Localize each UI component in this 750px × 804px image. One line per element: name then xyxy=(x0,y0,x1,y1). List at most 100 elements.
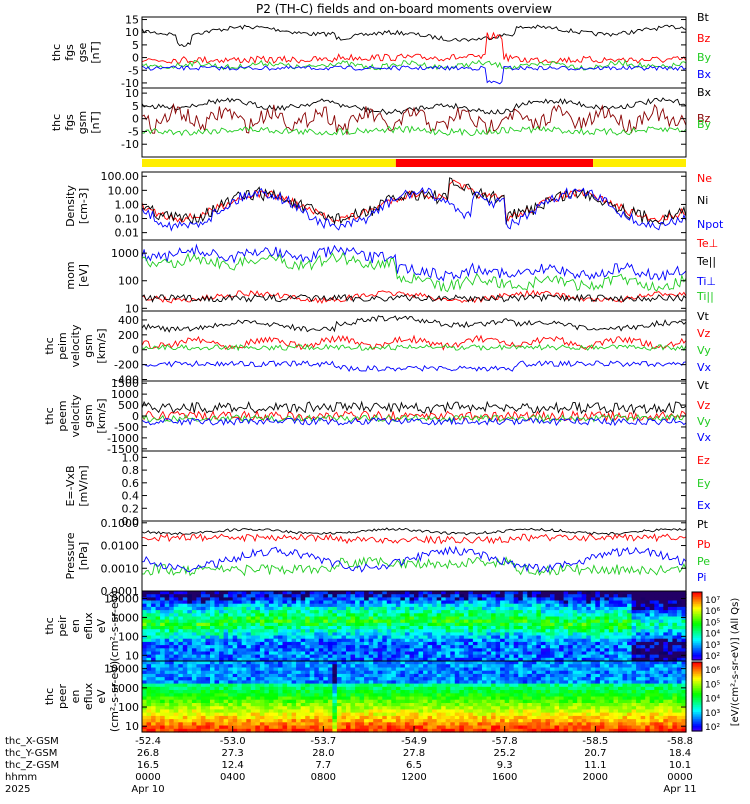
spectrogram-cell xyxy=(228,713,233,717)
spectrogram-cell xyxy=(328,664,333,668)
legend-entry: Vy xyxy=(697,415,711,428)
spectrogram-cell xyxy=(160,664,165,668)
spectrogram-cell xyxy=(351,690,356,694)
spectrogram-cell xyxy=(441,700,446,704)
spectrogram-cell xyxy=(414,690,419,694)
spectrogram-cell xyxy=(292,713,297,717)
y-tick-label: 100 xyxy=(118,630,139,643)
spectrogram-cell xyxy=(396,713,401,717)
y-axis-label: [cm-3] xyxy=(77,188,90,224)
spectrogram-cell xyxy=(446,690,451,694)
spectrogram-cell xyxy=(509,700,514,704)
spectrogram-cell xyxy=(251,700,256,704)
spectrogram-cell xyxy=(541,677,546,681)
y-axis-label: [nPa] xyxy=(77,542,90,570)
spectrogram-cell xyxy=(455,677,460,681)
spectrogram-cell xyxy=(242,700,247,704)
spectrogram-cell xyxy=(459,713,464,717)
y-axis-label: velocity xyxy=(69,324,82,367)
spectrogram-cell xyxy=(550,690,555,694)
spectrogram-cell xyxy=(274,700,279,704)
spectrogram-cell xyxy=(210,726,215,730)
spectrogram-cell xyxy=(478,677,483,681)
spectrogram-cell xyxy=(296,726,301,730)
spectrogram-cell xyxy=(405,677,410,681)
spectrogram-cell xyxy=(147,700,152,704)
spectrogram-cell xyxy=(169,713,174,717)
y-axis-label: thc xyxy=(43,407,56,424)
spectrogram-cell xyxy=(464,677,469,681)
spectrogram-cell xyxy=(369,726,374,730)
spectrogram-cell xyxy=(509,677,514,681)
spectrogram-cell xyxy=(459,677,464,681)
spectrogram-cell xyxy=(328,677,333,681)
series-Bt xyxy=(142,25,686,46)
spectrogram-cell xyxy=(468,700,473,704)
spectrogram-cell xyxy=(156,690,161,694)
spectrogram-cell xyxy=(296,677,301,681)
spectrogram-cell xyxy=(478,700,483,704)
spectrogram-cell xyxy=(455,664,460,668)
spectrogram-cell xyxy=(568,700,573,704)
spectrogram-cell xyxy=(224,713,229,717)
spectrogram-cell xyxy=(532,700,537,704)
spectrogram-cell xyxy=(514,726,519,730)
legend-entry: Pb xyxy=(697,538,711,551)
spectrogram-cell xyxy=(323,700,328,704)
spectrogram-cell xyxy=(264,690,269,694)
spectrogram-cell xyxy=(342,664,347,668)
spectrogram-cell xyxy=(206,726,211,730)
spectrogram-cell xyxy=(423,700,428,704)
spectrogram-cell xyxy=(287,726,292,730)
spectrogram-cell xyxy=(505,690,510,694)
spectrogram-cell xyxy=(568,726,573,730)
panel-region_bar xyxy=(142,159,686,167)
spectrogram-cell xyxy=(332,726,337,730)
spectrogram-cell xyxy=(491,677,496,681)
spectrogram-cell xyxy=(360,677,365,681)
spectrogram-cell xyxy=(573,726,578,730)
spectrogram-cell xyxy=(396,700,401,704)
spectrogram-cell xyxy=(464,690,469,694)
spectrogram-cell xyxy=(523,677,528,681)
spectrogram-cell xyxy=(532,690,537,694)
spectrogram-cell xyxy=(278,713,283,717)
spectrogram-cell xyxy=(500,700,505,704)
spectrogram-cell xyxy=(215,700,220,704)
legend-entry: Ti⊥ xyxy=(696,275,716,288)
spectrogram-cell xyxy=(437,713,442,717)
spectrogram-cell xyxy=(391,713,396,717)
spectrogram-cell xyxy=(283,700,288,704)
y-axis-label: velocity xyxy=(69,394,82,437)
spectrogram-cell xyxy=(546,726,551,730)
spectrogram-cell xyxy=(518,690,523,694)
spectrogram-cell xyxy=(264,726,269,730)
spectrogram-cell xyxy=(432,726,437,730)
spectrogram-cell xyxy=(337,664,342,668)
spectrogram-cell xyxy=(464,664,469,668)
spectrogram-cell xyxy=(414,713,419,717)
spectrogram-cell xyxy=(196,700,201,704)
spectrogram-cell xyxy=(215,713,220,717)
legend-entry: Vx xyxy=(697,431,712,444)
spectrogram-cell xyxy=(428,713,433,717)
spectrogram-cell xyxy=(210,690,215,694)
spectrogram-cell xyxy=(364,677,369,681)
spectrogram-cell xyxy=(224,690,229,694)
spectrogram-cell xyxy=(165,726,170,730)
spectrogram-cell xyxy=(473,713,478,717)
legend-entry: Bx xyxy=(697,68,712,81)
spectrogram-cell xyxy=(310,690,315,694)
spectrogram-cell xyxy=(201,690,206,694)
spectrogram-cell xyxy=(369,700,374,704)
spectrogram-cell xyxy=(332,700,337,704)
y-tick-label: -5 xyxy=(128,64,139,77)
spectrogram-cell xyxy=(255,690,260,694)
spectrogram-cell xyxy=(174,690,179,694)
spectrogram-cell xyxy=(346,700,351,704)
spectrogram-cell xyxy=(301,713,306,717)
spectrogram-cell xyxy=(500,664,505,668)
spectrogram-cell xyxy=(178,713,183,717)
